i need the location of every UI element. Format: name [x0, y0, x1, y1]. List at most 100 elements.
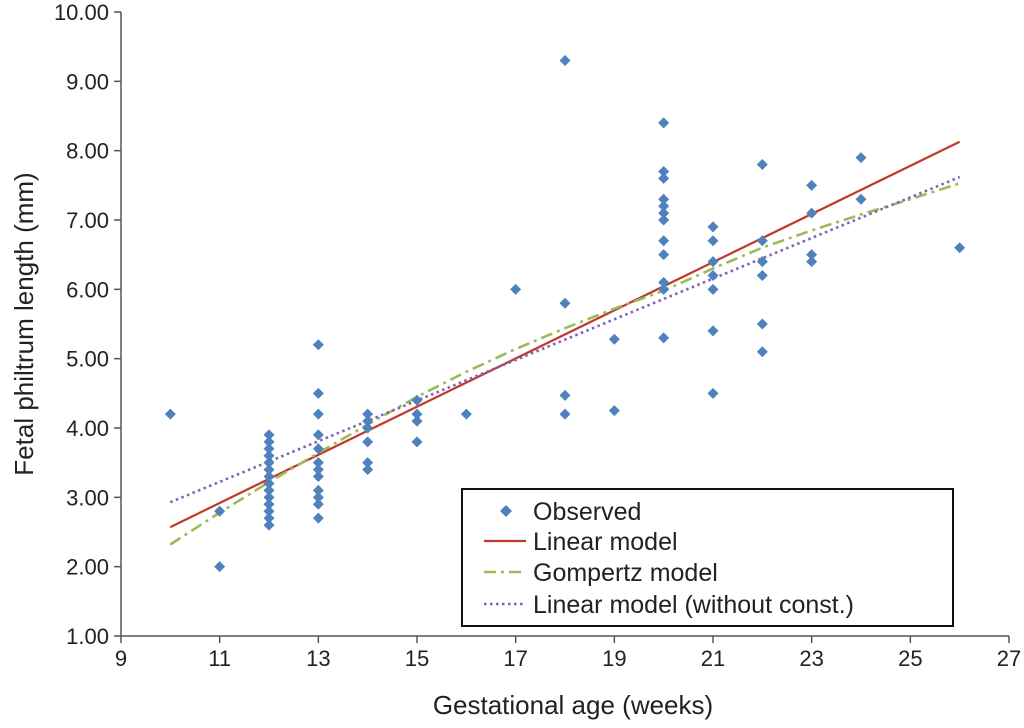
data-point [411, 436, 423, 448]
data-point [510, 283, 522, 295]
data-point [263, 505, 275, 517]
data-point [658, 165, 670, 177]
data-point [411, 415, 423, 427]
data-point [362, 464, 374, 476]
x-tick-label: 27 [997, 646, 1021, 671]
legend-label-0: Observed [533, 498, 641, 526]
series-line-3 [169, 175, 961, 504]
data-point [362, 422, 374, 434]
data-point [707, 269, 719, 281]
data-point [362, 408, 374, 420]
data-point [164, 408, 176, 420]
data-point [263, 450, 275, 462]
observed-points [164, 55, 966, 573]
data-point [312, 464, 324, 476]
data-point [756, 256, 768, 268]
data-point [263, 429, 275, 441]
data-point [756, 235, 768, 247]
data-point [362, 436, 374, 448]
data-point [312, 512, 324, 524]
data-point [954, 242, 966, 254]
data-point [263, 436, 275, 448]
data-point [806, 256, 818, 268]
data-point [707, 387, 719, 399]
data-point [263, 491, 275, 503]
data-point [312, 443, 324, 455]
y-tick-label: 10.00 [54, 0, 109, 25]
data-point [312, 457, 324, 469]
data-point [707, 325, 719, 337]
data-point [312, 429, 324, 441]
data-point [312, 471, 324, 483]
data-point [608, 333, 620, 345]
data-point [214, 561, 226, 573]
data-point [312, 408, 324, 420]
model-lines [169, 140, 961, 546]
data-point [707, 221, 719, 233]
data-point [855, 193, 867, 205]
data-point [707, 235, 719, 247]
data-point [658, 332, 670, 344]
data-point [263, 443, 275, 455]
y-axis-title: Fetal philtrum length (mm) [9, 172, 39, 475]
series-line-2 [169, 182, 961, 546]
data-point [411, 394, 423, 406]
y-tick-label: 4.00 [66, 416, 109, 441]
data-point [312, 491, 324, 503]
legend-label-2: Gompertz model [533, 559, 718, 587]
data-point [312, 339, 324, 351]
legend-box [461, 488, 954, 627]
x-tick-label: 19 [602, 646, 626, 671]
data-point [263, 498, 275, 510]
legend-label-3: Linear model (without const.) [533, 591, 854, 619]
legend-marker-observed [500, 505, 512, 517]
data-point [559, 389, 571, 401]
data-point [312, 498, 324, 510]
data-point [214, 505, 226, 517]
data-point [362, 457, 374, 469]
y-tick-label: 2.00 [66, 555, 109, 580]
data-point [806, 179, 818, 191]
data-point [263, 512, 275, 524]
data-point [855, 152, 867, 164]
data-point [263, 484, 275, 496]
series-line-1 [169, 140, 961, 529]
data-point [756, 318, 768, 330]
axes: 1.00 2.00 3.00 4.00 5.00 6.00 7.00 8.00 9.00 10.0… [54, 0, 1021, 671]
data-point [263, 471, 275, 483]
data-point [559, 297, 571, 309]
data-point [263, 477, 275, 489]
y-tick-label: 7.00 [66, 208, 109, 233]
data-point [411, 408, 423, 420]
data-point [707, 283, 719, 295]
data-point [806, 249, 818, 261]
x-tick-label: 25 [898, 646, 922, 671]
x-tick-label: 17 [503, 646, 527, 671]
data-point [312, 484, 324, 496]
data-point [707, 256, 719, 268]
data-point [263, 457, 275, 469]
data-point [658, 276, 670, 288]
y-tick-label: 1.00 [66, 624, 109, 649]
data-point [658, 214, 670, 226]
y-tick-label: 3.00 [66, 485, 109, 510]
data-point [806, 207, 818, 219]
data-point [658, 172, 670, 184]
x-tick-label: 21 [701, 646, 725, 671]
data-point [658, 117, 670, 129]
data-point [756, 159, 768, 171]
data-point [756, 269, 768, 281]
legend-label-1: Linear model [533, 528, 678, 556]
data-point [263, 464, 275, 476]
x-tick-label: 9 [115, 646, 127, 671]
data-point [608, 405, 620, 417]
y-tick-label: 6.00 [66, 277, 109, 302]
data-point [658, 200, 670, 212]
data-point [658, 235, 670, 247]
x-tick-label: 15 [405, 646, 429, 671]
data-point [756, 346, 768, 358]
data-point [658, 207, 670, 219]
